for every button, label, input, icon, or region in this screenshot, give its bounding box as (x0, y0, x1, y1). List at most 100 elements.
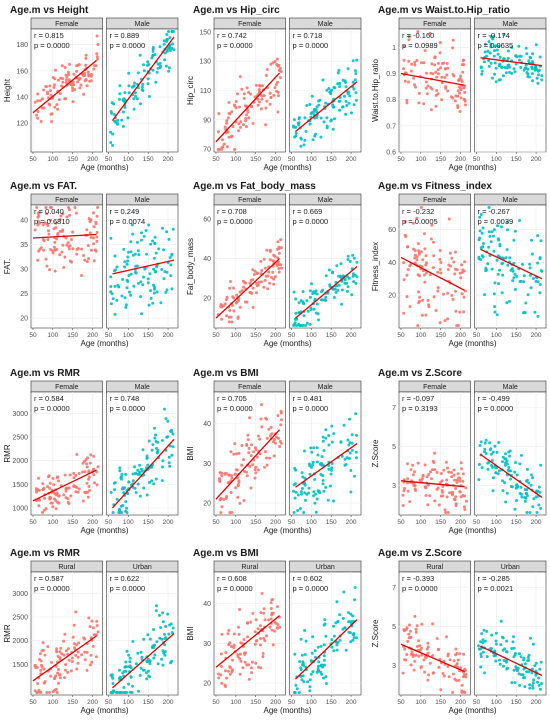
data-point (155, 290, 159, 294)
data-point (415, 216, 419, 220)
data-point (163, 51, 167, 55)
data-point (341, 616, 345, 620)
data-point (138, 470, 142, 474)
data-point (53, 240, 57, 244)
r-annotation: r = 0.889 (110, 31, 140, 40)
data-point (219, 652, 223, 656)
data-point (321, 439, 325, 443)
data-point (523, 685, 527, 689)
data-point (109, 130, 113, 134)
data-point (245, 113, 248, 117)
data-point (238, 290, 242, 294)
data-point (313, 478, 317, 481)
y-tick-label: 2000 (12, 458, 28, 465)
y-tick-label: 3000 (12, 591, 28, 598)
data-point (536, 489, 540, 493)
x-tick-label: 100 (306, 332, 317, 339)
data-point (422, 61, 426, 65)
data-point (54, 674, 58, 678)
data-point (527, 75, 531, 79)
data-point (413, 470, 416, 474)
data-point (157, 247, 161, 251)
chart-3: Age.m vs Waist.to.Hip_ratioWaist.to.Hip_… (371, 5, 547, 172)
data-point (35, 113, 39, 117)
data-point (128, 664, 132, 668)
regression-line (32, 233, 97, 239)
x-tick-label: 50 (397, 332, 405, 339)
data-point (37, 688, 41, 692)
x-tick-label: 100 (491, 519, 502, 526)
data-point (464, 675, 468, 679)
data-point (450, 293, 454, 297)
data-point (292, 324, 296, 327)
data-point (324, 634, 328, 638)
data-point (145, 454, 149, 458)
chart-title: Age.m vs BMI (193, 548, 259, 559)
data-point (407, 80, 410, 84)
data-point (44, 206, 48, 209)
data-point (248, 416, 252, 420)
data-point (436, 92, 440, 96)
data-point (127, 682, 130, 686)
data-point (263, 639, 267, 643)
data-point (95, 55, 99, 59)
data-point (136, 651, 140, 655)
data-point (236, 495, 240, 499)
data-point (49, 674, 53, 678)
data-point (309, 659, 313, 662)
data-point (235, 468, 239, 472)
x-tick-label: 200 (531, 332, 542, 339)
data-point (304, 324, 307, 327)
data-point (79, 83, 83, 87)
data-point (247, 451, 251, 455)
data-point (152, 656, 156, 660)
data-point (504, 256, 508, 260)
data-point (415, 624, 419, 628)
data-point (480, 72, 484, 76)
data-point (524, 301, 528, 305)
data-point (96, 465, 100, 469)
data-point (251, 121, 255, 125)
data-point (537, 485, 541, 489)
data-point (442, 292, 445, 296)
data-point (114, 268, 117, 272)
data-point (265, 463, 269, 467)
p-annotation: p = 0.0000 (110, 41, 146, 50)
data-point (88, 663, 92, 667)
data-point (33, 228, 37, 232)
data-point (48, 486, 52, 490)
data-point (430, 87, 434, 91)
data-point (492, 292, 496, 296)
data-point (45, 691, 49, 694)
data-point (353, 69, 357, 73)
data-point (268, 281, 272, 285)
data-point (263, 279, 267, 282)
data-point (494, 80, 498, 84)
data-point (131, 479, 135, 483)
data-point (538, 667, 542, 671)
data-point (444, 511, 448, 514)
data-point (403, 220, 407, 224)
data-point (219, 511, 223, 514)
data-point (514, 486, 518, 490)
regression-line (32, 635, 97, 682)
r-annotation: r = 0.622 (110, 574, 140, 583)
data-point (220, 632, 224, 636)
data-point (521, 673, 525, 677)
data-point (126, 255, 130, 259)
data-point (245, 663, 249, 667)
data-point (445, 73, 449, 77)
data-point (74, 653, 78, 657)
data-point (312, 307, 316, 311)
data-point (480, 231, 484, 235)
x-tick-label: 100 (491, 332, 502, 339)
data-point (487, 64, 491, 68)
data-point (483, 639, 487, 643)
data-point (167, 66, 171, 70)
panel-strip-label: Male (503, 384, 518, 391)
data-point (434, 309, 438, 312)
data-point (140, 238, 143, 242)
